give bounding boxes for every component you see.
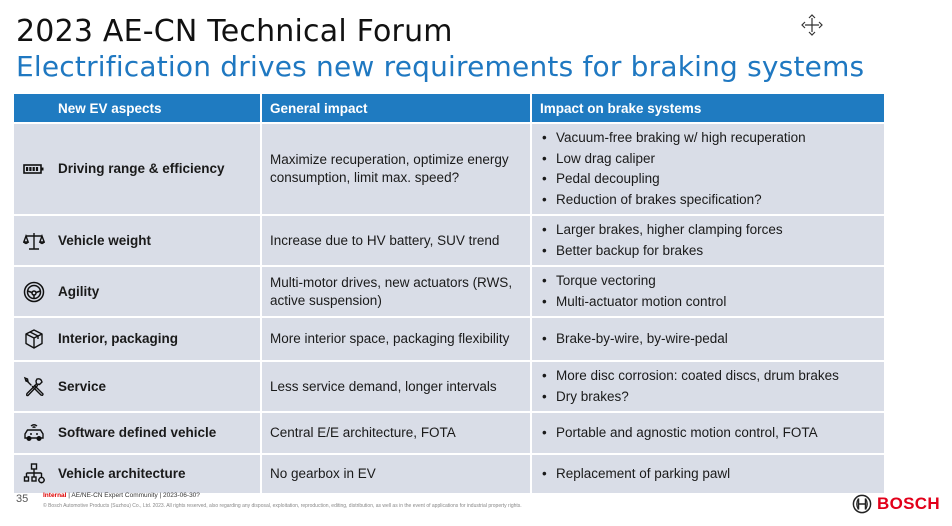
brake-impact-list: Brake-by-wire, by-wire-pedal bbox=[540, 329, 876, 350]
classification-label: Internal bbox=[43, 492, 67, 499]
slide-title: 2023 AE-CN Technical Forum bbox=[16, 14, 453, 49]
brake-impact-list: Replacement of parking pawl bbox=[540, 464, 876, 485]
bosch-armature-icon bbox=[852, 494, 872, 514]
package-icon bbox=[22, 328, 46, 350]
table-row: Interior, packaging More interior space,… bbox=[14, 318, 886, 362]
table-header-row: New EV aspects General impact Impact on … bbox=[14, 94, 886, 124]
list-item: Larger brakes, higher clamping forces bbox=[540, 220, 876, 241]
general-impact-cell: Central E/E architecture, FOTA bbox=[262, 413, 532, 455]
footer-text: | AE/NE-CN Expert Community | 2023-06-30… bbox=[66, 492, 200, 499]
brand-logo: BOSCH bbox=[852, 494, 940, 514]
general-impact-cell: Multi-motor drives, new actuators (RWS, … bbox=[262, 267, 532, 318]
column-header-brake-impact: Impact on brake systems bbox=[532, 94, 886, 124]
footer-info: Internal | AE/NE-CN Expert Community | 2… bbox=[43, 492, 200, 499]
copyright-text: © Bosch Automotive Products (Suzhou) Co.… bbox=[43, 503, 522, 509]
move-cursor-icon bbox=[801, 14, 823, 36]
connected-car-icon bbox=[22, 422, 46, 444]
general-impact-cell: Less service demand, longer intervals bbox=[262, 362, 532, 413]
list-item: More disc corrosion: coated discs, drum … bbox=[540, 366, 876, 387]
table-row: Vehicle weight Increase due to HV batter… bbox=[14, 216, 886, 267]
general-impact-cell: More interior space, packaging flexibili… bbox=[262, 318, 532, 362]
aspect-label: Agility bbox=[58, 283, 100, 299]
list-item: Low drag caliper bbox=[540, 149, 876, 170]
scale-icon bbox=[22, 230, 46, 252]
page-number: 35 bbox=[16, 493, 29, 505]
aspect-label: Software defined vehicle bbox=[58, 425, 217, 440]
aspect-label: Driving range & efficiency bbox=[58, 161, 225, 176]
column-header-general-impact: General impact bbox=[262, 94, 532, 124]
aspect-label: Interior, packaging bbox=[58, 331, 179, 346]
list-item: Dry brakes? bbox=[540, 387, 876, 408]
steering-wheel-icon bbox=[22, 281, 46, 303]
aspect-label: Vehicle weight bbox=[58, 232, 152, 248]
general-impact-cell: No gearbox in EV bbox=[262, 455, 532, 495]
slide-subtitle: Electrification drives new requirements … bbox=[16, 50, 865, 83]
general-impact-cell: Increase due to HV battery, SUV trend bbox=[262, 216, 532, 267]
table-row: Service Less service demand, longer inte… bbox=[14, 362, 886, 413]
brake-impact-list: Vacuum-free braking w/ high recuperation… bbox=[540, 128, 876, 210]
list-item: Replacement of parking pawl bbox=[540, 464, 876, 485]
list-item: Vacuum-free braking w/ high recuperation bbox=[540, 128, 876, 149]
requirements-table: New EV aspects General impact Impact on … bbox=[14, 94, 886, 495]
list-item: Torque vectoring bbox=[540, 271, 876, 292]
brake-impact-list: More disc corrosion: coated discs, drum … bbox=[540, 366, 876, 407]
brand-name: BOSCH bbox=[877, 494, 940, 513]
general-impact-cell: Maximize recuperation, optimize energy c… bbox=[262, 124, 532, 216]
table-row: Agility Multi-motor drives, new actuator… bbox=[14, 267, 886, 318]
aspect-label: Vehicle architecture bbox=[58, 466, 186, 481]
table-row: Vehicle architecture No gearbox in EV Re… bbox=[14, 455, 886, 495]
list-item: Reduction of brakes specification? bbox=[540, 190, 876, 211]
list-item: Better backup for brakes bbox=[540, 241, 876, 262]
aspect-label: Service bbox=[58, 378, 107, 394]
list-item: Multi-actuator motion control bbox=[540, 292, 876, 313]
list-item: Brake-by-wire, by-wire-pedal bbox=[540, 329, 876, 350]
list-item: Portable and agnostic motion control, FO… bbox=[540, 423, 876, 444]
wrench-screwdriver-icon bbox=[22, 376, 46, 398]
architecture-icon bbox=[22, 463, 46, 485]
list-item: Pedal decoupling bbox=[540, 169, 876, 190]
brake-impact-list: Torque vectoring Multi-actuator motion c… bbox=[540, 271, 876, 312]
battery-icon bbox=[22, 158, 46, 180]
brake-impact-list: Portable and agnostic motion control, FO… bbox=[540, 423, 876, 444]
table-row: Software defined vehicle Central E/E arc… bbox=[14, 413, 886, 455]
column-header-aspects: New EV aspects bbox=[14, 94, 262, 124]
table-row: Driving range & efficiency Maximize recu… bbox=[14, 124, 886, 216]
brake-impact-list: Larger brakes, higher clamping forces Be… bbox=[540, 220, 876, 261]
